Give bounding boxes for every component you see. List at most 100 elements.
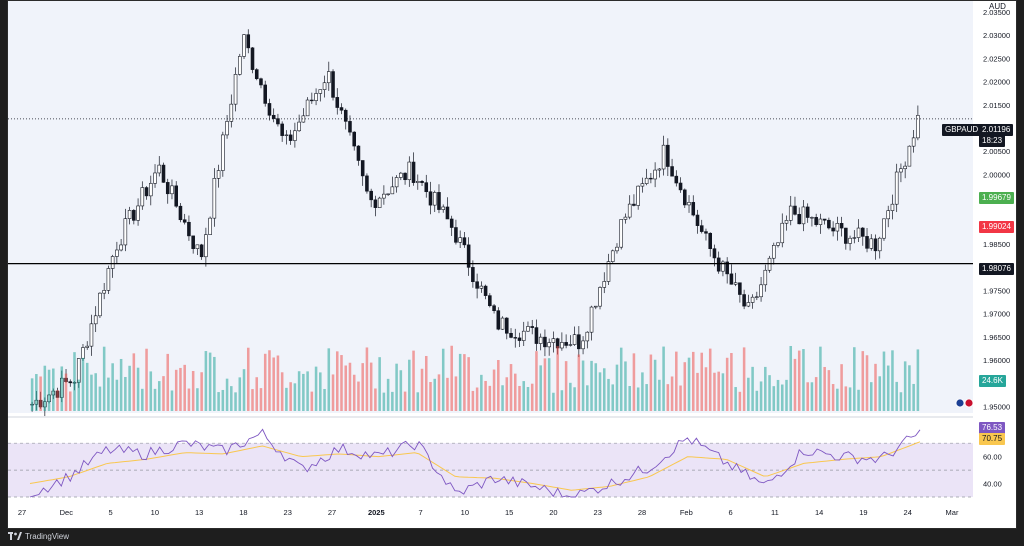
candle-body [161,164,166,183]
volume-bar [848,387,852,411]
candle-body [454,227,458,243]
candle-body [839,223,844,229]
candle-body [517,337,522,341]
tradingview-logo[interactable]: TradingView [8,532,69,541]
volume-bar [403,391,407,411]
volume-badge: 24.6K [979,375,1006,387]
candle-body [85,345,89,348]
price-tick-label: 1.96000 [983,356,1010,365]
candle-body [572,334,577,345]
candle-body [598,287,602,307]
volume-bar [717,371,720,411]
candle-body [221,134,225,171]
time-tick-label: 6 [728,508,732,517]
volume-bar [488,385,492,411]
volume-bar [908,365,911,411]
candle-body [229,103,234,122]
candle-body [420,181,424,183]
volume-bar [90,374,93,411]
candle-body [170,185,174,195]
chart-svg[interactable]: 2.03500 2.03000 2.02500 2.02000 2.01500 2.005… [8,1,1017,529]
volume-bar [704,367,708,411]
candle-body [894,171,899,205]
currency-label: AUD [989,2,1006,11]
candle-body [683,189,687,206]
volume-bar [391,391,394,411]
volume-bar [458,353,462,411]
volume-bar [39,376,42,411]
volume-bar [64,373,68,411]
candle-body [204,234,208,258]
candle-body [462,237,467,246]
candle-body [293,130,297,141]
candle-body [827,219,831,229]
candle-body [93,315,98,325]
volume-bar [191,370,195,411]
volume-bar [56,390,59,411]
candle-body [551,338,556,343]
candle-body [780,222,785,244]
volume-bar [891,350,894,411]
volume-bar [577,354,581,411]
candle-body [284,134,289,136]
volume-bar [607,378,610,411]
volume-bar [742,347,746,411]
volume-bar [81,357,85,411]
candle-body [407,161,412,181]
volume-bar [340,355,343,411]
chart-frame[interactable]: 2.03500 2.03000 2.02500 2.02000 2.01500 2.005… [7,0,1017,529]
volume-bar [268,350,271,411]
time-tick-label: Feb [680,508,693,517]
candle-body [76,358,81,383]
volume-bar [513,373,517,411]
volume-bar [128,365,131,411]
candle-body [907,145,912,167]
candle-body [602,281,607,288]
candle-body [678,182,683,191]
volume-bar [335,351,339,411]
candle-body [640,183,645,187]
candle-body [403,172,407,181]
volume-bar [708,348,712,411]
volume-bar [700,352,704,411]
candle-body [526,326,530,332]
candle-body [199,244,204,258]
candle-body [242,34,246,57]
candle-body [746,302,751,307]
volume-bar [653,359,657,411]
volume-bar [204,351,208,411]
volume-bar [446,377,449,411]
volume-bar [47,369,51,411]
volume-bar [882,351,886,411]
footer: TradingView [0,529,1024,546]
candle-body [377,197,382,208]
volume-bar [183,364,186,411]
volume-bar [297,371,301,411]
candle-body [182,219,187,223]
volume-bar [157,381,161,411]
volume-bar [302,373,305,411]
volume-bar [785,379,788,411]
volume-bar [263,353,267,411]
volume-bar [60,366,64,411]
volume-bar [179,367,182,411]
volume-bar [874,363,877,411]
candle-body [339,107,344,111]
candle-body [110,256,115,269]
candle-body [106,268,111,291]
volume-bar [492,369,496,411]
volume-bar [213,356,216,411]
volume-bar [569,382,572,411]
candle-body [356,145,361,161]
candle-body [699,225,704,232]
volume-bar [43,365,47,411]
candle-body [738,282,742,295]
volume-bar [412,350,415,411]
volume-bar [145,348,148,411]
time-tick-label: Mar [946,508,959,517]
volume-bar [658,379,661,411]
volume-bar [649,354,653,411]
candle-body [500,317,505,330]
candle-body [327,71,331,84]
candle-body [577,334,581,350]
